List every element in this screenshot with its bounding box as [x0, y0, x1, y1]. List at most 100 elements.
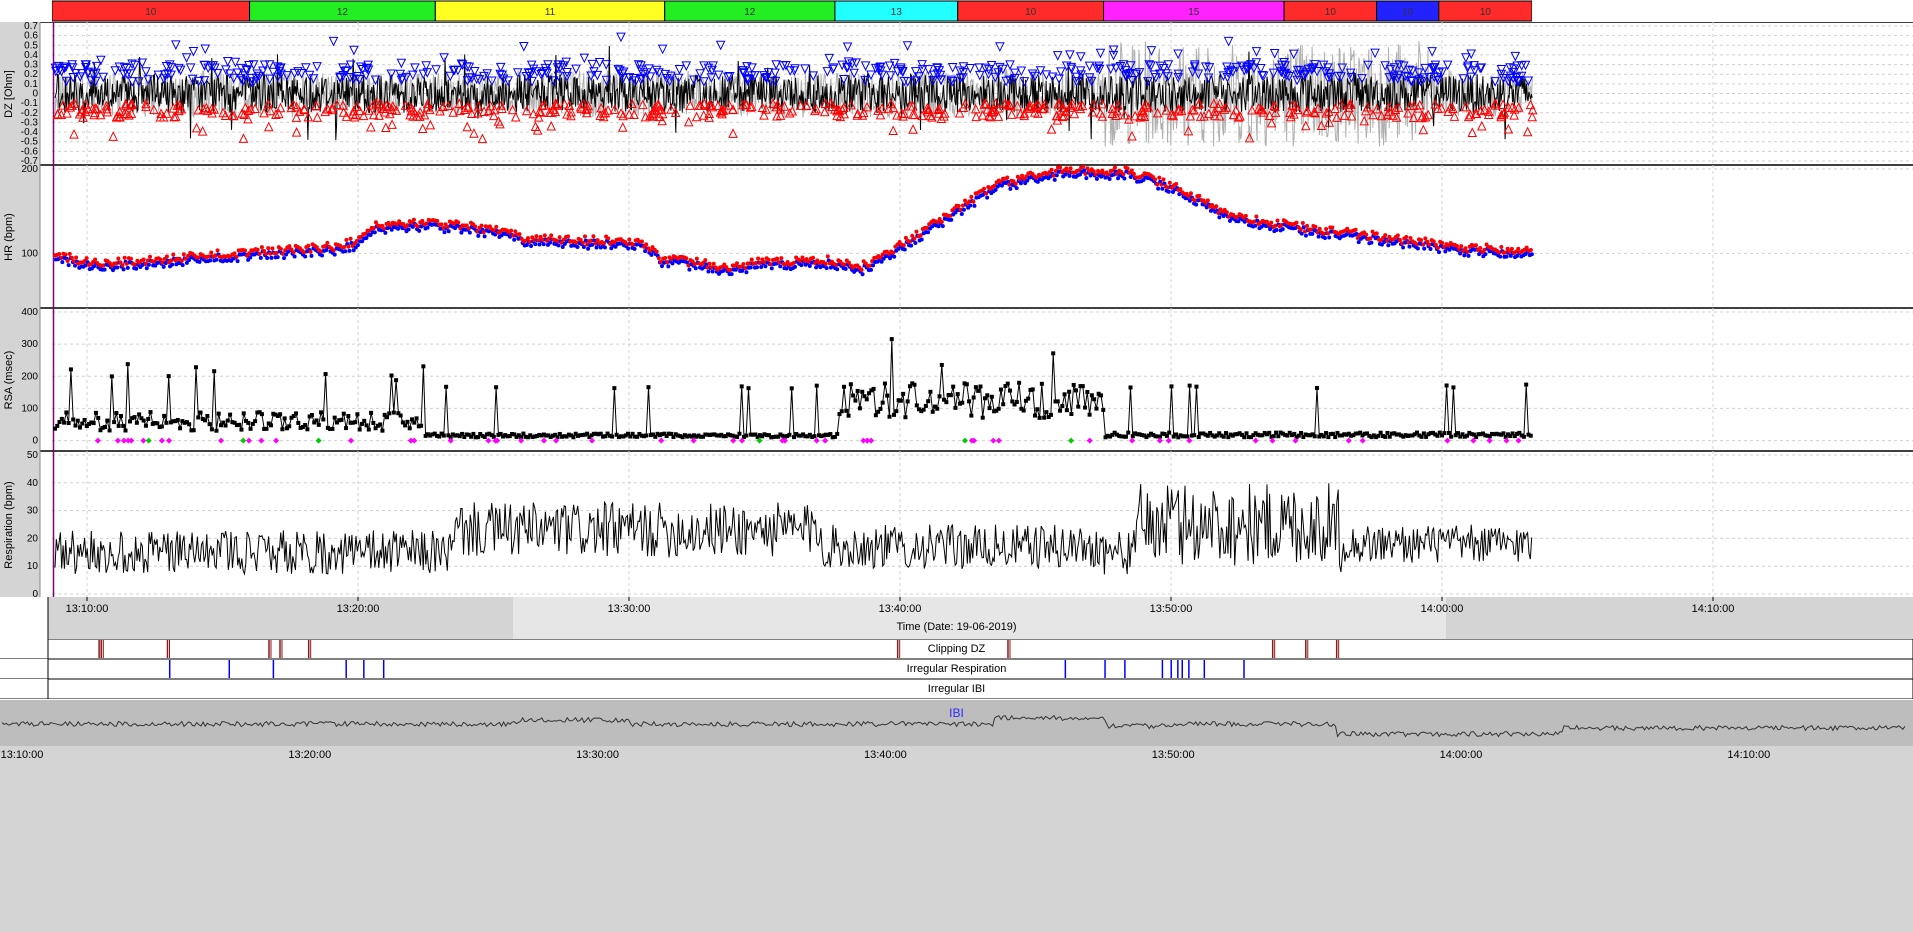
hr-point-red [342, 245, 347, 250]
rsa-point [948, 393, 953, 398]
dz-trough-marker [1231, 104, 1241, 115]
dz-trough-marker [170, 111, 181, 121]
rsa-point [1189, 433, 1194, 438]
rsa-point [423, 433, 428, 438]
dz-peak-marker [1258, 71, 1269, 82]
hr-point-blue [482, 234, 487, 239]
rsa-point [864, 397, 869, 402]
dz-peak-marker [1004, 75, 1015, 86]
dz-trough-marker [1029, 102, 1040, 112]
dz-trough-marker [1483, 109, 1494, 120]
dz-trough-marker [546, 120, 557, 131]
rsa-point [1399, 433, 1404, 438]
dz-peak-marker [68, 73, 78, 83]
dz-trough-marker [728, 128, 738, 138]
overview-svg[interactable] [0, 700, 1913, 746]
rsa-point [1505, 432, 1510, 437]
dz-peak-marker [633, 60, 644, 70]
dz-peak-marker [895, 63, 906, 73]
hr-point-red [281, 251, 286, 256]
dz-trough-marker [1483, 106, 1494, 116]
hr-point-red [1385, 238, 1390, 243]
dz-peak-marker [98, 72, 109, 83]
rsa-point [1496, 432, 1501, 437]
dz-trough-marker [387, 104, 397, 114]
rsa-point [1490, 431, 1495, 436]
hr-point-red [648, 248, 653, 253]
rsa-point [946, 392, 951, 397]
overview-panel[interactable]: IBI [0, 700, 1913, 746]
event-row-irregular-ibi[interactable]: Irregular IBI [0, 679, 1913, 699]
rsa-point [955, 392, 960, 397]
rsa-point [669, 431, 674, 436]
rsa-point [1510, 431, 1515, 436]
segment-bar[interactable]: 10 12 11 12 13 10 15 10 10 10 [52, 0, 1532, 22]
hr-point-blue [368, 233, 373, 238]
dz-trough-marker [172, 100, 183, 110]
rsa-point [751, 432, 756, 437]
dz-peak-marker [1094, 61, 1104, 72]
rsa-point [953, 405, 958, 410]
hr-point-red [1121, 172, 1126, 177]
event-row-clipping-dz[interactable]: Clipping DZ [0, 639, 1913, 659]
dz-trough-marker [1173, 106, 1184, 116]
dz-trough-marker [121, 100, 131, 110]
hr-point-red [842, 262, 847, 267]
hr-point-red [705, 265, 710, 270]
dz-trough-marker [771, 101, 781, 112]
rsa-point [141, 418, 146, 423]
rsa-point [848, 382, 853, 387]
rsa-point [1387, 434, 1392, 439]
dz-plot[interactable]: 0.70.60.50.40.30.20.10-0.1-0.2-0.3-0.4-0… [0, 22, 1913, 165]
dz-trough-marker [415, 106, 426, 117]
dz-peak-marker [67, 63, 78, 73]
rsa-point [835, 431, 840, 436]
rsa-point [59, 416, 64, 421]
time-axis[interactable]: 13:10:00 13:20:00 13:30:00 13:40:00 13:50:00… [0, 597, 1913, 639]
dz-trough-marker [479, 106, 489, 116]
dz-peak-marker [462, 62, 473, 72]
dz-peak-marker [1363, 60, 1373, 71]
hr-point-blue [144, 266, 149, 271]
rsa-ytick-1: 300 [21, 339, 38, 350]
hr-point-red [1013, 181, 1018, 186]
hr-point-red [388, 223, 393, 228]
segment-9[interactable] [1438, 0, 1532, 22]
rsa-point [64, 410, 69, 415]
hr-point-blue [1382, 240, 1387, 245]
dz-peak-marker [657, 44, 668, 55]
dz-trough-marker [259, 107, 269, 118]
segment-bar-svg[interactable]: 10 12 11 12 13 10 15 10 10 10 [52, 0, 1532, 22]
rsa-point [1367, 433, 1372, 438]
rsa-artifact-marker [1165, 437, 1172, 444]
rsa-point [1451, 385, 1456, 390]
rsa-point [460, 431, 465, 436]
hr-point-red [580, 240, 585, 245]
dz-trough-marker [562, 108, 572, 119]
dz-peak-marker [355, 62, 366, 73]
rsa-artifact-marker [494, 437, 501, 444]
rsa-point [973, 385, 978, 390]
dz-peak-marker [1123, 69, 1133, 80]
hr-point-red [133, 262, 138, 267]
time-axis-window[interactable] [513, 597, 1446, 639]
overview-line [1, 714, 1906, 738]
dz-trough-marker [488, 110, 499, 121]
event-row-irregular-respiration[interactable]: Irregular Respiration [0, 659, 1913, 679]
dz-peak-marker [175, 65, 186, 76]
rsa-point [1008, 388, 1013, 393]
rsa-point [1433, 432, 1438, 437]
rsa-point [1519, 433, 1524, 438]
rsa-point [1230, 433, 1235, 438]
dz-peak-marker [296, 68, 307, 79]
dz-peak-marker [957, 73, 968, 83]
time-axis-shade-right [1446, 597, 1913, 639]
hr-point-red [1419, 238, 1424, 243]
dz-trough-marker [699, 98, 710, 109]
rsa-point [1390, 431, 1395, 436]
dz-peak-marker [923, 65, 934, 75]
rsa-artifact-marker [860, 437, 867, 444]
